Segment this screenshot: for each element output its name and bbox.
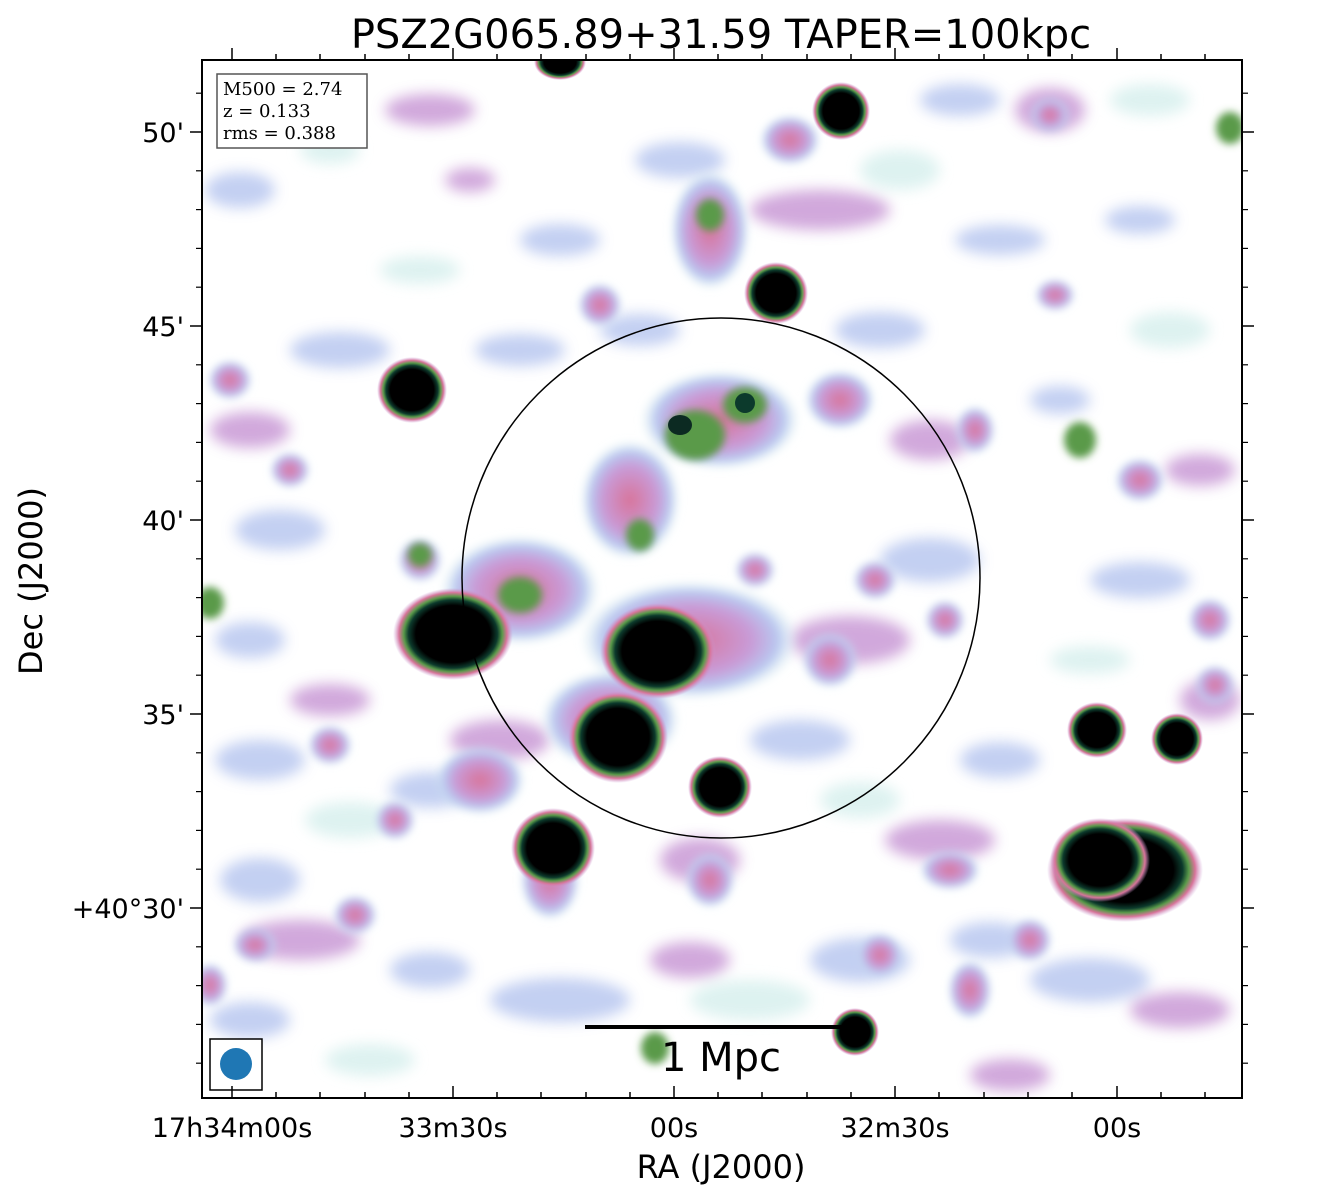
- y-tick-label: 45': [142, 312, 184, 343]
- plot-title: PSZ2G065.89+31.59 TAPER=100kpc: [351, 12, 1091, 58]
- point-sources: [377, 60, 1203, 1056]
- y-axis-label: Dec (J2000): [12, 487, 50, 675]
- x-tick-label: 00s: [1093, 1113, 1141, 1144]
- plot-frame: [201, 59, 1243, 1099]
- beam-ellipse: [220, 1048, 252, 1080]
- info-mass: M500 = 2.74: [223, 79, 342, 100]
- info-redshift: z = 0.133: [223, 101, 311, 122]
- axis-ticks: [190, 48, 1254, 1098]
- y-tick-label: 50': [142, 118, 184, 149]
- r500-circle: [461, 317, 981, 839]
- info-box: [216, 73, 368, 149]
- radio-image: 1 Mpc M500 = 2.74 z = 0.133 rms = 0.388: [202, 60, 1242, 1091]
- y-tick-label: 35': [142, 700, 184, 731]
- x-tick-label: 33m30s: [398, 1113, 507, 1144]
- minor-y-ticks: [196, 92, 1248, 1064]
- info-rms: rms = 0.388: [223, 123, 336, 144]
- y-tick-label: 40': [142, 506, 184, 537]
- scale-bar-label: 1 Mpc: [661, 1035, 781, 1081]
- x-tick-label: 17h34m00s: [152, 1113, 313, 1144]
- x-axis-label: RA (J2000): [637, 1148, 806, 1186]
- x-tick-label: 32m30s: [840, 1113, 949, 1144]
- y-tick-label: +40°30': [72, 894, 184, 925]
- x-tick-label: 00s: [650, 1113, 698, 1144]
- emission-dark-cores: [668, 393, 755, 435]
